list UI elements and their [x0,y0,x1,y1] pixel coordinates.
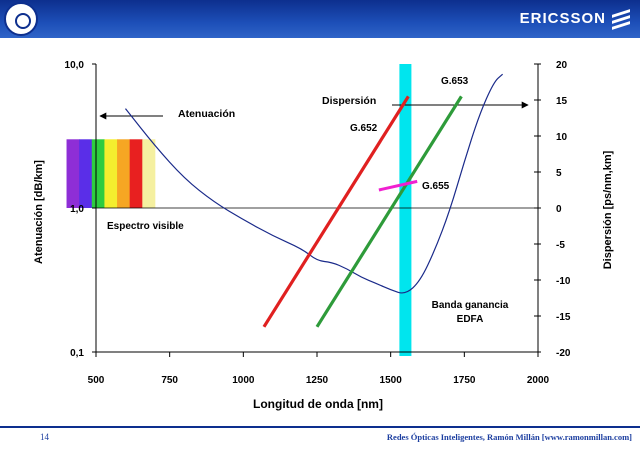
visible-spectrum-layer [66,139,156,208]
x-tick-label: 1500 [380,375,403,386]
right-tick-label: 5 [556,168,562,179]
dispersion-line-g653 [315,95,463,328]
spectrum-stripe [104,139,118,208]
series-layer [124,73,504,328]
left-tick-label: 1,0 [70,204,84,215]
right-tick-label: 20 [556,60,568,71]
edfa-band-layer [399,64,412,356]
right-tick-label: -10 [556,276,571,287]
right-tick-label: -20 [556,348,571,359]
right-tick-label: 10 [556,132,568,143]
footer-credit: Redes Ópticas Inteligentes, Ramón Millán… [386,432,632,442]
brand-name: ERICSSON [519,10,606,27]
annotation-dispersion: Dispersión [322,95,376,107]
label-g655: G.655 [422,181,450,192]
header-bar: ERICSSON [0,0,640,38]
spectrum-stripe [129,139,143,208]
left-tick-label: 0,1 [70,348,84,359]
dispersion-line-g655 [378,179,418,192]
x-axis-title: Longitud de onda [nm] [253,397,383,411]
right-tick-label: 15 [556,96,568,107]
annotation-banda: Banda ganancia [432,300,509,311]
x-tick-label: 1000 [232,375,255,386]
label-g653: G.653 [441,76,469,87]
x-tick-label: 500 [88,375,105,386]
spectrum-stripe [117,139,131,208]
left-axis-title: Atenuación [dB/km] [33,160,45,264]
spectrum-stripe [79,139,93,208]
text-layer: 500 750 1000 1250 1500 1750 2000 0,1 1,0 10,0 -20 -… [33,60,614,411]
x-tick-label: 750 [161,375,178,386]
right-axis-title: Dispersión [ps/nm,km] [602,150,614,269]
x-tick-label: 1750 [453,375,476,386]
right-tick-label: -15 [556,312,571,323]
attenuation-curve [124,73,504,294]
attenuation-dispersion-chart: 500 750 1000 1250 1500 1750 2000 0,1 1,0 10,0 -20 -… [33,60,614,411]
x-tick-label: 1250 [306,375,329,386]
label-g652: G.652 [350,123,378,134]
dispersion-line-g652 [262,95,410,328]
left-tick-label: 10,0 [65,60,85,71]
spectrum-stripe [66,139,80,208]
x-tick-label: 2000 [527,375,550,386]
axes-layer [92,63,541,357]
right-tick-label: 0 [556,204,562,215]
footer-divider [0,426,640,428]
annotation-atenuacion: Atenuación [178,108,235,120]
annotation-espectro: Espectro visible [107,221,184,232]
page-number: 14 [40,432,49,442]
university-logo [4,2,38,36]
edfa-band [399,64,412,356]
spectrum-stripe [91,139,105,208]
annotation-edfa: EDFA [457,314,484,325]
right-tick-label: -5 [556,240,565,251]
spectrum-stripe [142,139,156,208]
